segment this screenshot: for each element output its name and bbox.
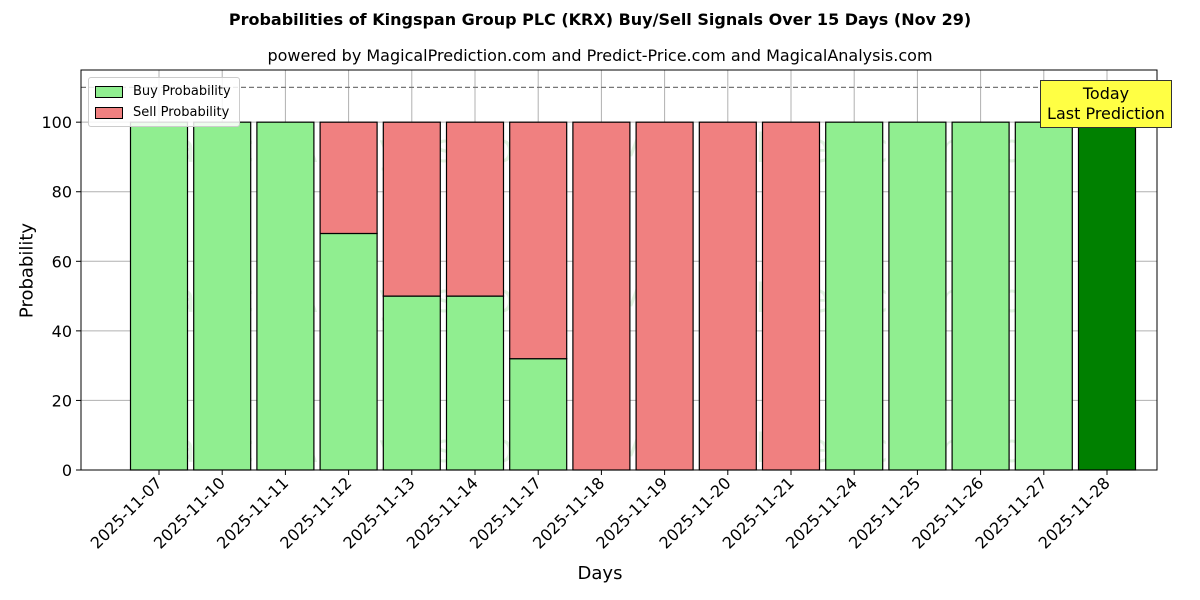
buy-swatch xyxy=(95,85,123,98)
legend-item-sell: Sell Probability xyxy=(95,102,231,123)
annotation-line-2: Last Prediction xyxy=(1047,104,1165,123)
annotation-line-1: Today xyxy=(1082,84,1130,103)
chart-title: Probabilities of Kingspan Group PLC (KRX… xyxy=(228,10,972,29)
x-axis-label: Days xyxy=(577,563,623,584)
today-annotation: Today Last Prediction xyxy=(1040,80,1172,128)
svg-text:40: 40 xyxy=(52,322,72,341)
svg-text:80: 80 xyxy=(52,183,72,202)
y-axis-label: Probability xyxy=(16,222,38,319)
legend-label-sell: Sell Probability xyxy=(133,105,230,120)
chart-subtitle: powered by MagicalPrediction.com and Pre… xyxy=(267,46,933,65)
legend-label-buy: Buy Probability xyxy=(133,84,231,99)
svg-text:100: 100 xyxy=(41,113,72,132)
sell-swatch xyxy=(95,106,123,119)
legend-item-buy: Buy Probability xyxy=(95,81,231,102)
legend: Buy Probability Sell Probability xyxy=(88,77,240,127)
svg-text:20: 20 xyxy=(52,391,72,410)
svg-text:0: 0 xyxy=(62,461,72,480)
svg-text:60: 60 xyxy=(52,252,72,271)
